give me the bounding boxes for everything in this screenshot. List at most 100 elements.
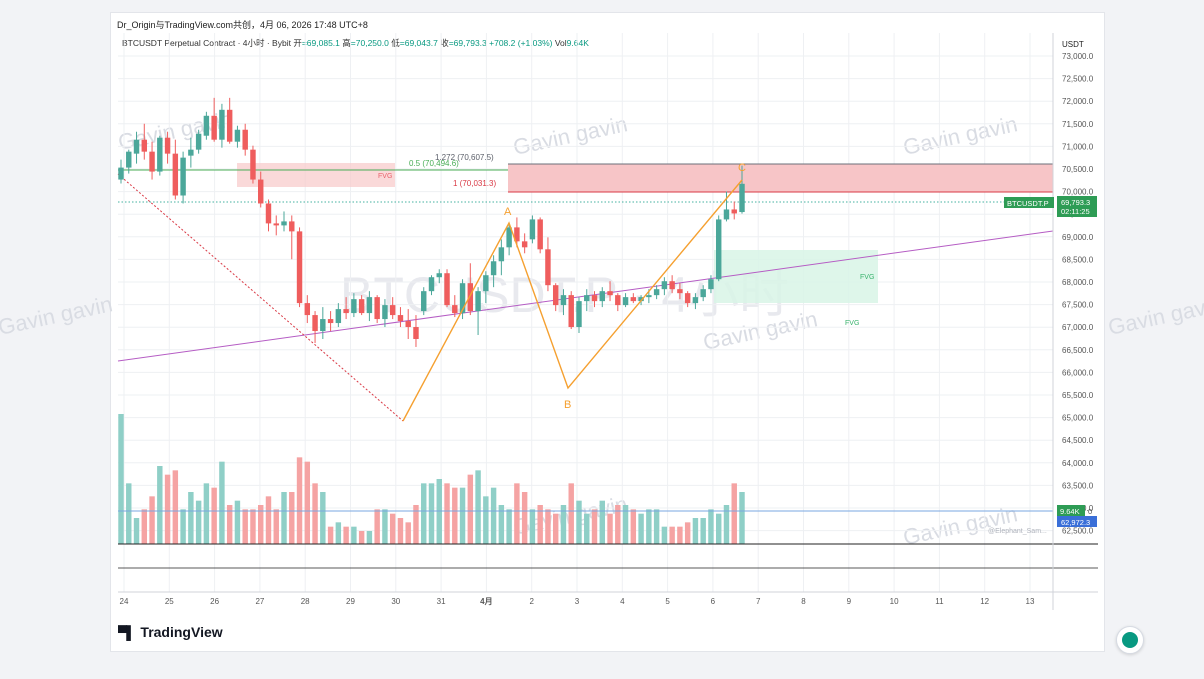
candle-body [677, 289, 683, 294]
volume-bar [304, 461, 311, 544]
price-tick: 63,500.0 [1062, 481, 1094, 490]
price-tick: 71,500.0 [1062, 120, 1094, 129]
candle-body [421, 291, 427, 312]
volume-bar [708, 509, 714, 544]
price-tick: 67,500.0 [1062, 301, 1094, 310]
floating-action-button[interactable] [1116, 626, 1144, 654]
point-c-label: C [738, 162, 746, 174]
symbol-title: BTCUSDT Perpetual Contract · 4小时 · Bybit [122, 38, 291, 48]
candle-body [715, 219, 722, 280]
time-tick: 2 [529, 597, 534, 606]
candle-body [149, 151, 155, 172]
price-tick: 71,000.0 [1062, 142, 1094, 151]
price-badge-text: 69,793.3 [1061, 198, 1090, 207]
volume-bar [421, 483, 427, 544]
volume-bar [715, 513, 722, 544]
volume-bar [739, 492, 745, 544]
candle-body [382, 305, 388, 320]
price-tick: 73,000.0 [1062, 52, 1094, 61]
candle-body [475, 291, 481, 312]
candle-body [490, 261, 497, 276]
vol-price-badge-text: 62,972.3 [1061, 518, 1090, 527]
candle-body [397, 315, 404, 322]
volume-bar [164, 474, 171, 544]
candle-body [568, 295, 574, 328]
volume-bar [366, 531, 373, 544]
volume-bar [599, 500, 605, 544]
volume-bar [459, 487, 466, 544]
volume-bar [397, 518, 404, 544]
candle-body [514, 227, 520, 242]
candle-body [529, 219, 536, 240]
price-axis[interactable]: 73,000.0 72,500.0 72,000.0 71,500.0 71,000.0… [1062, 52, 1094, 536]
volume-bar [475, 470, 481, 544]
time-tick: 27 [255, 597, 264, 606]
text-watermark: Gavin gavin [511, 111, 630, 160]
candle-body [607, 291, 613, 296]
fib-1-label: 1 (70,031.3) [453, 179, 496, 188]
time-tick: 13 [1026, 597, 1035, 606]
candle-body [281, 221, 287, 226]
price-tick: 68,500.0 [1062, 255, 1094, 264]
close-value: =69,793.3 [448, 38, 487, 48]
price-tick: 70,000.0 [1062, 188, 1094, 197]
candle-body [552, 285, 559, 306]
volume-bar [289, 492, 295, 544]
candle-body [195, 133, 202, 150]
tradingview-logo[interactable]: ▀▌ TradingView [118, 624, 223, 640]
volume-bar [133, 518, 140, 544]
price-tick: 72,500.0 [1062, 75, 1094, 84]
candle-body [250, 149, 256, 180]
candle-body [343, 309, 349, 314]
volume-bar [677, 526, 683, 544]
volume-bar [552, 513, 559, 544]
volume-bar [389, 513, 396, 544]
text-watermark: Gavin gavin [0, 291, 115, 340]
candle-body [188, 149, 194, 156]
candle-body [622, 297, 629, 306]
low-value: =69,043.7 [399, 38, 438, 48]
candle-body [172, 153, 179, 196]
credit-text: @Elephant_Sam... [988, 528, 1047, 535]
price-tick: 62,500.0 [1062, 527, 1094, 536]
volume-bar [219, 461, 225, 544]
trendline-dotted[interactable] [117, 173, 404, 422]
volume-bar [358, 531, 365, 544]
candle-body [413, 327, 419, 339]
countdown-text: 02:11:25 [1061, 207, 1090, 216]
volume-bar [591, 509, 598, 544]
volume-bar [545, 509, 551, 544]
volume-bar [514, 483, 520, 544]
volume-bars [118, 414, 745, 544]
open-label: 开 [293, 38, 302, 48]
fvg-label: FVG [860, 274, 874, 281]
volume-bar [258, 505, 264, 544]
volume-bar [537, 505, 543, 544]
high-value: =70,250.0 [350, 38, 389, 48]
price-tick: 65,500.0 [1062, 391, 1094, 400]
vol-badge [1057, 505, 1085, 516]
time-axis[interactable]: 24 25 26 27 28 29 30 31 4月 2 3 4 5 6 7 8 9 10 11 12 13 [120, 597, 1035, 606]
volume-bar [498, 505, 505, 544]
candle-body [374, 297, 380, 320]
volume-bar [405, 522, 411, 544]
volume-bar [157, 466, 163, 544]
volume-bar [413, 505, 419, 544]
volume-bar [467, 474, 474, 544]
time-tick: 3 [575, 597, 580, 606]
candle-body [521, 241, 528, 248]
time-tick: 5 [665, 597, 670, 606]
volume-bar [444, 483, 450, 544]
volume-bar [700, 518, 706, 544]
candle-body [320, 319, 326, 332]
volume-bar [149, 496, 155, 544]
candle-body [444, 273, 450, 306]
volume-bar [335, 522, 342, 544]
abc-pattern[interactable] [402, 179, 743, 422]
volume-bar [281, 492, 287, 544]
candle-body [258, 179, 264, 204]
volume-bar [172, 470, 179, 544]
candle-body [226, 109, 233, 142]
candle-body [638, 297, 644, 302]
